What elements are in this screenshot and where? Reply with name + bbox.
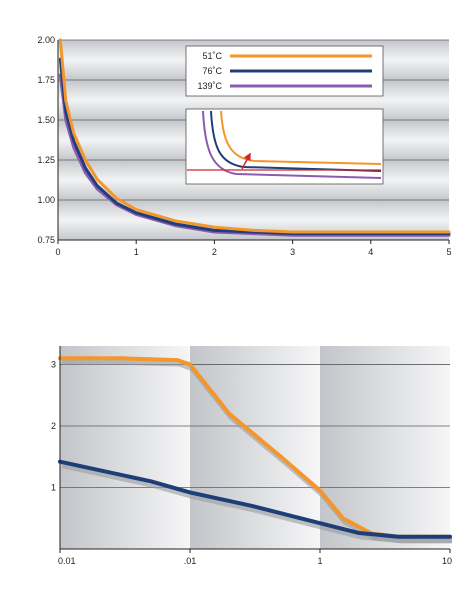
- chart-1-x-tick-label: 1: [134, 247, 139, 257]
- chart-1-axes: [57, 40, 449, 241]
- chart-1-series: [58, 38, 451, 237]
- chart-1-x-tick-label: 2: [212, 247, 217, 257]
- inset-curve-51: [220, 110, 382, 165]
- chart-2-x-tick-label: .01: [184, 556, 197, 566]
- legend-label-76: 76˚C: [202, 66, 222, 76]
- inset-arrow: [241, 152, 251, 170]
- inset-box: [185, 108, 384, 185]
- chart-1-series-line-0: [58, 38, 451, 234]
- chart-1-x-tick-label: 5: [446, 247, 451, 257]
- chart-2-y-tick-label: 3: [51, 359, 56, 369]
- chart-2-series-line-1: [58, 459, 452, 539]
- chart-1-series-line-2: [58, 73, 451, 237]
- chart-1: 2.00 1.75 1.50 1.25 1.00 0.75 0 1 2 3 4 5 51˚C 76˚…: [37, 35, 451, 257]
- legend-label-51: 51˚C: [202, 51, 222, 61]
- chart-2-x-tick-label: 0.01: [58, 556, 76, 566]
- chart-2-y-ticks: 3 2 1: [51, 359, 56, 492]
- chart-2-background: [60, 346, 450, 549]
- chart-2-axes: [59, 346, 450, 550]
- chart-1-series-line-1: [58, 57, 451, 236]
- chart-1-x-tick-label: 3: [290, 247, 295, 257]
- chart-1-y-tick-label: 1.25: [37, 155, 55, 165]
- inset-curve-76: [210, 110, 382, 172]
- chart-2-series: [58, 356, 452, 544]
- chart-1-y-tick-label: 1.00: [37, 195, 55, 205]
- chart-1-x-ticks: 0 1 2 3 4 5: [55, 240, 452, 257]
- chart-1-legend: 51˚C 76˚C 139˚C: [185, 45, 384, 97]
- chart-1-y-tick-label: 2.00: [37, 35, 55, 45]
- chart-2-y-tick-label: 2: [51, 421, 56, 431]
- chart-1-x-tick-label: 4: [368, 247, 373, 257]
- chart-1-inset: [185, 108, 384, 185]
- chart-2-x-ticks: 0.01 .01 1 10: [58, 549, 452, 566]
- chart-1-y-tick-label: 0.75: [37, 235, 55, 245]
- chart-1-y-tick-label: 1.75: [37, 75, 55, 85]
- chart-2-column: [190, 346, 320, 549]
- chart-1-x-tick-label: 0: [55, 247, 60, 257]
- chart-2-y-tick-label: 1: [51, 482, 56, 492]
- chart-2-x-tick-label: 1: [317, 556, 322, 566]
- legend-label-139: 139˚C: [197, 81, 222, 91]
- chart-2-x-tick-label: 10: [442, 556, 452, 566]
- chart-1-y-ticks: 2.00 1.75 1.50 1.25 1.00 0.75: [37, 35, 55, 245]
- chart-2: 3 2 1 0.01 .01 1 10: [51, 346, 452, 566]
- chart-2-series-shadow-1: [61, 463, 452, 544]
- inset-curve-139: [202, 110, 382, 179]
- chart-1-y-tick-label: 1.50: [37, 115, 55, 125]
- chart-2-column: [60, 346, 190, 549]
